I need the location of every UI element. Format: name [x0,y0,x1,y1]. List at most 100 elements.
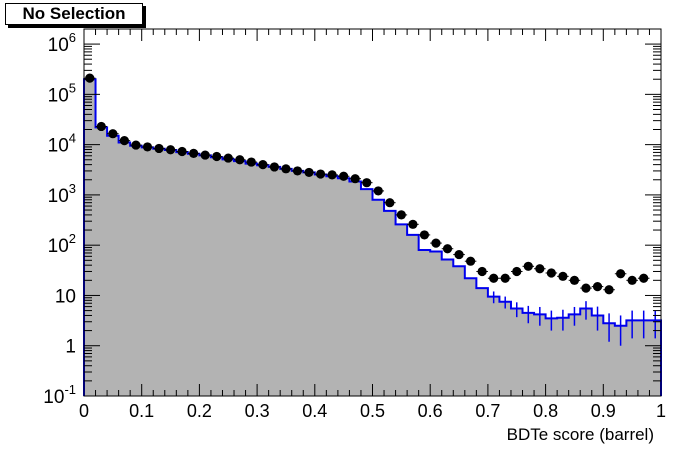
data-point [303,167,315,178]
data-point-marker [315,169,326,179]
data-point [372,186,385,196]
data-point [326,170,338,180]
y-tick-label: 10-1 [43,382,76,408]
data-point [384,198,396,208]
x-tick-label: 0.7 [475,401,500,421]
data-point [499,273,511,283]
data-point-marker [362,178,372,188]
data-point [280,164,292,174]
data-point-marker [500,273,510,283]
data-points [84,73,650,295]
data-point [210,151,223,162]
data-point [464,256,477,266]
data-point [557,271,569,281]
data-point-marker [523,261,533,271]
data-point [360,178,373,188]
x-tick-label: 0.5 [360,401,385,421]
data-point-marker [292,166,303,176]
data-point-marker [535,264,545,274]
data-point-marker [569,275,580,285]
x-axis-label: BDTe score (barrel) [506,425,654,444]
data-point-marker [512,266,522,277]
data-point-marker [177,146,187,157]
data-point-marker [465,256,476,266]
data-point-marker [627,275,637,285]
data-point [534,264,546,274]
y-tick-label: 10 [55,286,76,307]
data-point-marker [200,150,210,160]
y-tick-label: 103 [48,181,76,207]
data-point-marker [212,151,222,162]
data-point [187,148,200,158]
data-point [95,121,108,132]
data-point-marker [592,281,603,292]
data-point [591,281,604,292]
x-tick-label: 0.9 [591,401,616,421]
data-point [234,155,246,165]
data-point [418,230,431,240]
data-point [268,162,281,172]
data-point-marker [96,121,106,132]
data-point-marker [454,249,464,260]
data-point-marker [616,269,626,279]
data-point-marker [489,273,499,283]
data-point [257,160,269,170]
data-point [580,283,592,293]
data-point [603,285,615,295]
data-point [441,244,454,254]
data-point-marker [258,160,268,170]
data-point-marker [269,162,280,172]
x-tick-label: 0 [79,401,89,421]
data-point [153,143,165,154]
data-point-marker [108,129,118,139]
x-axis: 0 0.1 0.2 0.3 0.4 0.5 0.6 0.7 0.8 0.9 1 [79,29,666,421]
data-point-marker [281,164,291,174]
data-point-marker [546,268,556,278]
data-point-marker [385,198,395,208]
data-point [84,73,96,83]
data-point [476,266,488,277]
x-tick-label: 0.1 [129,401,154,421]
y-tick-label: 102 [48,231,76,257]
data-point-marker [442,244,453,254]
data-point-marker [327,170,337,180]
data-point-marker [165,145,176,155]
data-point [453,249,465,260]
data-point-marker [396,210,406,220]
data-point-marker [235,155,245,165]
data-point-marker [408,219,418,229]
data-point [626,275,638,285]
data-point [337,171,350,181]
data-point [164,145,177,155]
data-point [407,219,419,229]
y-tick-label: 1 [65,337,76,358]
data-point-marker [581,283,591,293]
data-point-marker [604,285,614,295]
y-tick-label: 104 [48,131,76,157]
data-point-marker [189,148,199,158]
data-point [314,169,327,179]
data-point-marker [85,73,95,83]
data-point [245,157,258,167]
data-point [614,269,627,279]
data-point [130,140,142,150]
x-tick-label: 0.8 [533,401,558,421]
y-axis: 10-1 1 10 102 103 104 105 106 [43,30,661,408]
data-point-marker [431,238,441,248]
data-point-marker [142,142,153,152]
x-tick-label: 0.6 [418,401,443,421]
x-tick-label: 0.3 [245,401,270,421]
data-point-marker [119,136,129,146]
data-point [487,273,500,283]
data-point [222,153,235,163]
data-point [522,261,535,271]
data-point [545,268,558,278]
data-point-marker [350,174,360,184]
data-point [291,166,304,176]
data-point-marker [131,140,141,150]
data-point-marker [419,230,430,240]
data-point [349,174,361,184]
data-point-marker [246,157,256,167]
data-point [395,210,408,220]
y-tick-label: 105 [48,80,76,106]
